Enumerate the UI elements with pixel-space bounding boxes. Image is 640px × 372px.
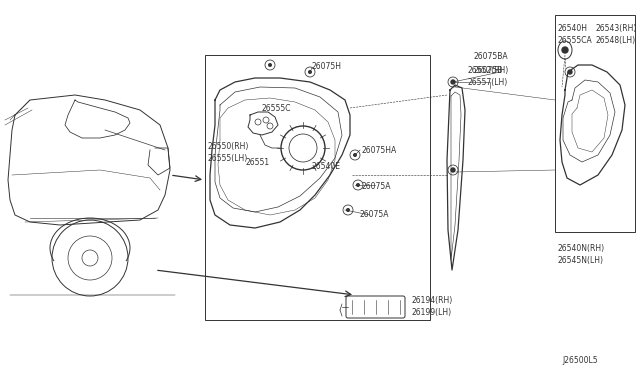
Circle shape xyxy=(308,70,312,74)
Circle shape xyxy=(568,70,572,74)
Text: 26543(RH): 26543(RH) xyxy=(596,24,637,33)
Text: 26551: 26551 xyxy=(245,158,269,167)
Text: 26075H: 26075H xyxy=(312,62,342,71)
Text: 26545N(LH): 26545N(LH) xyxy=(557,256,603,265)
Circle shape xyxy=(346,208,350,212)
Circle shape xyxy=(356,183,360,187)
Text: 26540E: 26540E xyxy=(312,162,341,171)
Text: 26194(RH): 26194(RH) xyxy=(412,296,453,305)
Circle shape xyxy=(268,63,272,67)
Text: 26075A: 26075A xyxy=(362,182,392,191)
Text: 26555CA: 26555CA xyxy=(557,36,592,45)
Text: 26555C: 26555C xyxy=(262,104,291,113)
Circle shape xyxy=(353,153,357,157)
Text: 26557(LH): 26557(LH) xyxy=(468,78,508,87)
Text: 26552(RH): 26552(RH) xyxy=(468,66,509,75)
Text: 26548(LH): 26548(LH) xyxy=(596,36,636,45)
Text: J26500L5: J26500L5 xyxy=(562,356,598,365)
Circle shape xyxy=(451,168,455,172)
Bar xyxy=(205,55,430,320)
Bar xyxy=(555,15,635,232)
Text: 26075A: 26075A xyxy=(360,210,390,219)
Circle shape xyxy=(451,80,455,84)
Text: 26075B: 26075B xyxy=(474,66,504,75)
Circle shape xyxy=(562,47,568,53)
Text: 26199(LH): 26199(LH) xyxy=(412,308,452,317)
Text: 26555(LH): 26555(LH) xyxy=(208,154,248,163)
Text: 26075BA: 26075BA xyxy=(474,52,509,61)
Text: 26075HA: 26075HA xyxy=(362,146,397,155)
Text: 26550(RH): 26550(RH) xyxy=(208,142,250,151)
Text: 26540H: 26540H xyxy=(557,24,587,33)
Text: 26540N(RH): 26540N(RH) xyxy=(557,244,604,253)
